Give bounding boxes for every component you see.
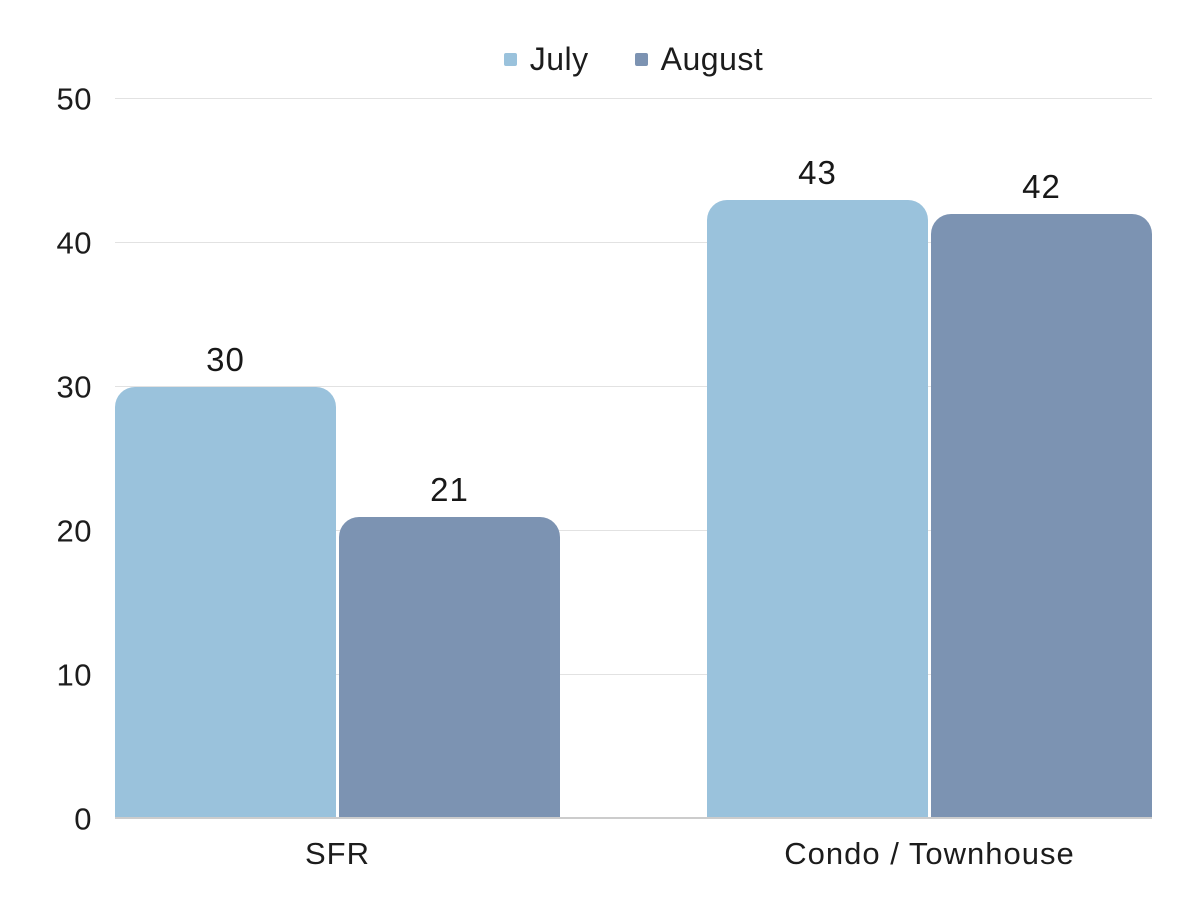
y-tick-label-0: 0 <box>74 801 92 837</box>
bar-column: 42 <box>931 99 1152 819</box>
category-label-0: SFR <box>305 836 370 871</box>
y-tick-label-20: 20 <box>56 513 92 549</box>
legend-swatch-icon <box>634 52 648 66</box>
bar-group-1: 43 42 Condo / Townhouse <box>707 99 1152 869</box>
bar-value-label: 42 <box>1022 168 1061 206</box>
plot-area: 30 21 SFR 43 42 Condo / Townhouse <box>115 98 1152 869</box>
bar-value-label: 43 <box>798 153 837 191</box>
bar-group-0: 30 21 SFR <box>115 99 560 869</box>
bar-august-1 <box>931 214 1152 819</box>
y-tick-label-40: 40 <box>56 225 92 261</box>
y-tick-label-50: 50 <box>56 81 92 117</box>
chart-legend: July August <box>115 36 1152 82</box>
bar-value-label: 30 <box>206 341 245 378</box>
gridline-20 <box>115 530 1152 531</box>
legend-swatch-icon <box>503 52 517 66</box>
bar-column: 43 <box>707 99 928 819</box>
gridline-40 <box>115 242 1152 243</box>
gridline-0 <box>115 817 1152 819</box>
gridline-50 <box>115 98 1152 99</box>
gridline-10 <box>115 674 1152 675</box>
bar-value-label: 21 <box>430 470 469 508</box>
bar-july-0 <box>115 387 336 819</box>
legend-label: August <box>660 40 764 77</box>
y-tick-label-10: 10 <box>56 657 92 693</box>
legend-item-august: August <box>634 40 764 78</box>
bar-august-0 <box>339 516 560 819</box>
bars-container: 30 21 SFR 43 42 Condo / Townhouse <box>115 99 1152 869</box>
legend-label: July <box>529 40 589 77</box>
legend-item-july: July <box>503 40 589 78</box>
bar-july-1 <box>707 199 928 819</box>
bar-column: 21 <box>339 99 560 819</box>
gridline-30 <box>115 386 1152 387</box>
y-axis-labels: 0 10 20 30 40 50 <box>20 84 92 835</box>
bar-column: 30 <box>115 99 336 819</box>
category-label-1: Condo / Townhouse <box>784 836 1075 871</box>
y-tick-label-30: 30 <box>56 369 92 405</box>
